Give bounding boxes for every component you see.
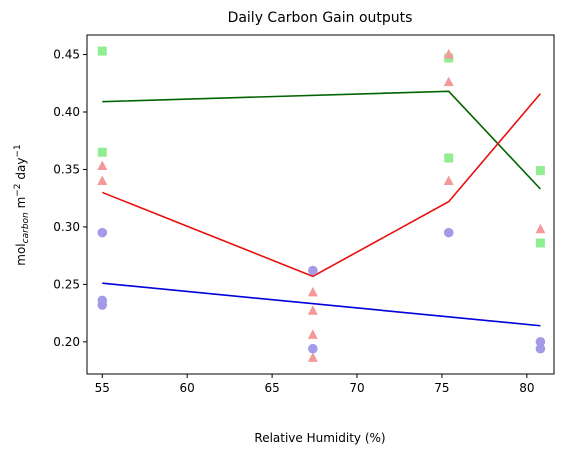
x-tick-label: 55 (95, 381, 110, 395)
square-point (535, 166, 545, 176)
plot-frame (86, 34, 555, 375)
trend-line (102, 90, 541, 190)
circle-point (308, 265, 318, 276)
triangle-point (307, 305, 318, 315)
trend-line (102, 282, 541, 327)
lines-layer (101, 90, 542, 327)
y-label-subscript: carbon (21, 212, 31, 243)
square-point (97, 147, 107, 157)
y-label-suffix: day (14, 158, 28, 184)
x-tick-label: 75 (434, 381, 449, 395)
points-layer (97, 46, 546, 362)
square-point (444, 153, 454, 163)
x-axis-ticks: 55 60 65 70 75 80 (95, 374, 534, 395)
y-label-superscript-2: −1 (13, 144, 23, 157)
triangle-point (307, 329, 318, 339)
y-tick-label: 0.35 (53, 162, 80, 176)
y-tick-label: 0.25 (53, 277, 80, 291)
y-tick-label: 0.20 (53, 335, 80, 349)
square-point (535, 238, 545, 248)
y-label-prefix: mol (14, 243, 28, 265)
x-tick-label: 70 (349, 381, 364, 395)
circle-point (535, 337, 546, 347)
chart-title: Daily Carbon Gain outputs (228, 10, 413, 26)
y-tick-label: 0.45 (53, 48, 80, 62)
x-tick-label: 60 (180, 381, 195, 395)
y-axis-label: molcarbon m−2 day−1 (13, 144, 31, 265)
x-tick-label: 80 (519, 381, 534, 395)
triangle-point (443, 175, 454, 185)
square-point (97, 46, 107, 56)
triangle-point (97, 175, 108, 185)
y-axis-ticks: 0.20 0.25 0.30 0.35 0.40 0.45 (53, 48, 87, 349)
x-axis-label: Relative Humidity (%) (254, 431, 385, 445)
circle-point (443, 227, 454, 238)
triangle-point (443, 49, 454, 59)
triangle-point (307, 352, 318, 362)
y-label-middle: m (14, 197, 28, 213)
triangle-point (535, 223, 546, 234)
trend-line (101, 93, 542, 278)
x-tick-label: 65 (264, 381, 279, 395)
circle-point (308, 343, 318, 354)
y-label-superscript-1: −2 (13, 183, 23, 196)
triangle-point (307, 286, 318, 297)
circle-point (535, 343, 546, 354)
y-tick-label: 0.30 (53, 220, 80, 234)
y-tick-label: 0.40 (53, 105, 80, 119)
triangle-point (97, 160, 108, 171)
circle-point (97, 300, 108, 310)
circle-point (97, 227, 108, 238)
triangle-point (443, 76, 454, 87)
